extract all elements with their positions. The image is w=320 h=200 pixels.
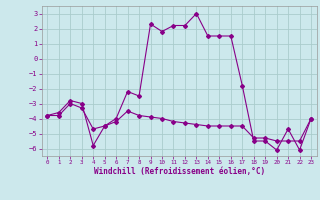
X-axis label: Windchill (Refroidissement éolien,°C): Windchill (Refroidissement éolien,°C) [94,167,265,176]
